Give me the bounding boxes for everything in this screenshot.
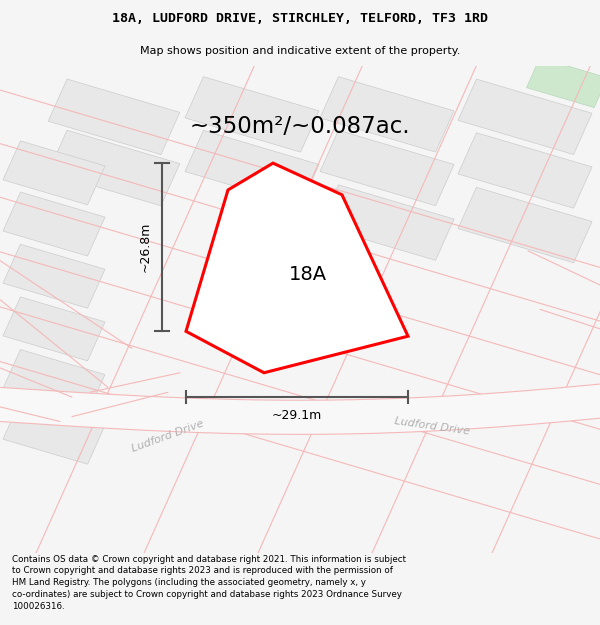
Text: Map shows position and indicative extent of the property.: Map shows position and indicative extent…: [140, 46, 460, 56]
Polygon shape: [3, 297, 105, 361]
Polygon shape: [458, 188, 592, 262]
Polygon shape: [320, 130, 454, 206]
Polygon shape: [527, 58, 600, 108]
Text: Ludford Drive: Ludford Drive: [131, 418, 205, 454]
Polygon shape: [320, 77, 454, 152]
Polygon shape: [48, 79, 180, 154]
Text: 18A, LUDFORD DRIVE, STIRCHLEY, TELFORD, TF3 1RD: 18A, LUDFORD DRIVE, STIRCHLEY, TELFORD, …: [112, 12, 488, 25]
Polygon shape: [3, 192, 105, 256]
Text: ~26.8m: ~26.8m: [138, 222, 151, 272]
Text: 18A: 18A: [289, 265, 326, 284]
Text: Contains OS data © Crown copyright and database right 2021. This information is : Contains OS data © Crown copyright and d…: [12, 554, 406, 611]
Polygon shape: [186, 163, 408, 372]
Polygon shape: [185, 77, 319, 152]
Text: ~350m²/~0.087ac.: ~350m²/~0.087ac.: [190, 115, 410, 138]
Polygon shape: [185, 130, 319, 206]
Polygon shape: [320, 185, 454, 260]
Polygon shape: [3, 141, 105, 205]
Polygon shape: [3, 349, 105, 414]
Polygon shape: [458, 132, 592, 208]
Text: ~29.1m: ~29.1m: [272, 409, 322, 422]
Polygon shape: [3, 244, 105, 308]
Polygon shape: [48, 130, 180, 206]
Polygon shape: [458, 79, 592, 154]
Polygon shape: [3, 400, 105, 464]
Polygon shape: [0, 384, 600, 434]
Text: Ludford Drive: Ludford Drive: [394, 416, 470, 437]
